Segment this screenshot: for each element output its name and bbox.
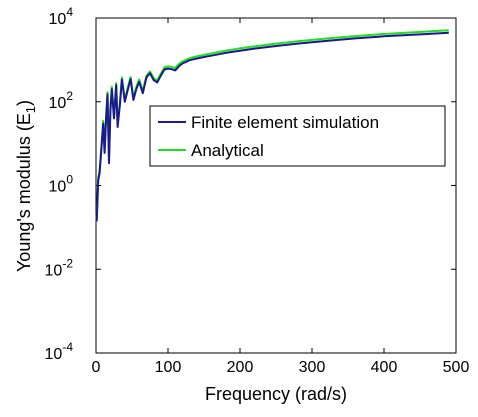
y-axis-ticks: 10-4 10-2 100 102 104: [45, 5, 456, 363]
y-axis-title-close: ): [14, 100, 34, 106]
x-axis-title: Frequency (rad/s): [205, 384, 347, 404]
legend-box: [149, 105, 446, 167]
y-axis-title-subscript: 1: [23, 106, 38, 113]
x-tick-label: 300: [299, 359, 326, 376]
y-axis-title: Young's modulus (E1): [14, 100, 38, 272]
plot-area: [95, 17, 457, 354]
y-tick-label: 100: [49, 173, 74, 196]
series-line-finite-element: [95, 31, 449, 222]
x-tick-label: 100: [155, 359, 182, 376]
y-axis-title-main: Young's modulus (E: [14, 113, 34, 272]
x-axis-ticks: 0 100 200 300 400 500: [92, 18, 470, 376]
legend: Finite element simulation Analytical: [149, 105, 446, 167]
legend-label-finite-element: Finite element simulation: [191, 113, 379, 132]
series-layer: [95, 29, 449, 222]
y-tick-label: 10-2: [45, 256, 74, 279]
x-tick-label: 400: [371, 359, 398, 376]
y-tick-label: 104: [49, 5, 74, 28]
x-tick-label: 0: [92, 359, 101, 376]
x-tick-label: 200: [227, 359, 254, 376]
y-tick-label: 102: [49, 89, 74, 112]
x-tick-label: 500: [443, 359, 470, 376]
y-tick-label: 10-4: [45, 340, 74, 363]
legend-label-analytical: Analytical: [191, 141, 264, 160]
